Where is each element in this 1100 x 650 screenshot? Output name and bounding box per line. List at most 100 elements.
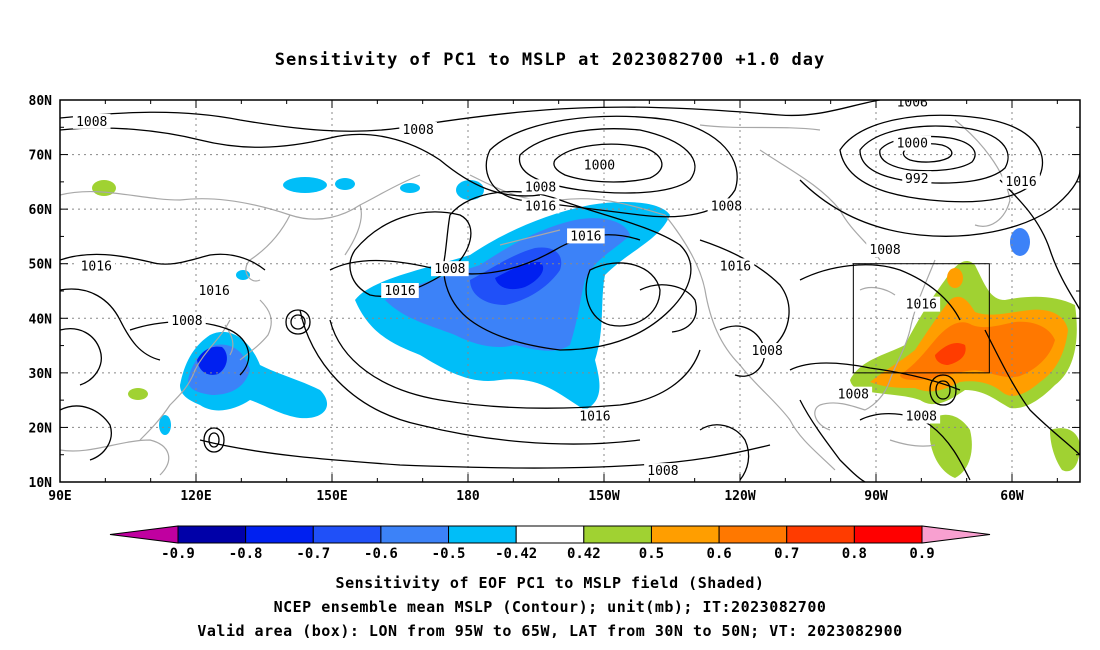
contour-1016-atlantic: [799, 264, 961, 321]
contour-label: 1016: [525, 199, 556, 214]
positive-spot-2: [128, 388, 148, 400]
coast-great-lakes: [859, 286, 896, 296]
contour-1008-arctic: [60, 100, 881, 132]
latitude-labels: 80N 70N 60N 50N 40N 30N 20N 10N: [29, 94, 53, 491]
contour-label: 1016: [579, 410, 610, 425]
contour-1008-scs: [60, 405, 112, 461]
contour-label-bg: [644, 463, 682, 479]
contour-1008-atlantic: [799, 169, 1080, 237]
colorbar-swatch: [583, 525, 652, 544]
contour-label-bg: [580, 157, 619, 173]
coast-gulf: [814, 402, 866, 431]
colorbar-label: -0.8: [229, 546, 263, 562]
contour-label: 1016: [720, 259, 751, 274]
colorbar-swatch: [718, 525, 788, 544]
negative-spot-1: [283, 177, 327, 193]
colorbar-label: 0.7: [774, 546, 799, 562]
contour-label: 1008: [906, 410, 937, 425]
caption-line-3: Valid area (box): LON from 95W to 65W, L…: [197, 622, 903, 640]
contour-1008-hurricane-1: [929, 374, 957, 406]
contour-1016-pacific: [443, 191, 692, 351]
colorbar-label: 0.42: [567, 546, 601, 562]
colorbar-swatch: [448, 525, 517, 544]
coast-caribbean: [889, 439, 936, 447]
contour-label: 1008: [171, 314, 202, 329]
contour-1016-east-atlantic: [984, 329, 1080, 456]
positive-spot-1: [92, 180, 116, 196]
colorbar-label: 0.6: [706, 546, 731, 562]
contour-1016-high-inner: [585, 262, 661, 327]
contour-1016-atlantic-2: [999, 179, 1080, 311]
contour-1016-asia: [60, 253, 266, 271]
contour-label: 1000: [584, 158, 615, 173]
colorbar-label: -0.6: [364, 546, 398, 562]
positive-region-east: [1050, 428, 1080, 472]
lat-label: 40N: [29, 312, 53, 327]
contour-label: 1008: [711, 199, 742, 214]
positive-region-atlantic-peak: [900, 321, 1055, 380]
colorbar-swatch: [245, 525, 314, 544]
colorbar-swatch: [853, 525, 923, 544]
contour-1008-north: [60, 127, 541, 197]
contour-label-bg: [893, 135, 932, 151]
lon-label: 90E: [48, 489, 71, 504]
negative-region-pacific-peak2: [495, 262, 544, 290]
contour-1008-asia-west: [60, 288, 161, 361]
lat-label: 60N: [29, 203, 53, 218]
contour-1008-japan: [129, 321, 250, 376]
contour-label-bg: [707, 198, 746, 214]
lon-label: 120W: [724, 489, 755, 504]
contour-label-bg: [1002, 173, 1040, 189]
colorbar-swatch: [312, 525, 382, 544]
contour-label: 1008: [402, 123, 433, 138]
coast-us-east: [864, 259, 936, 411]
colorbar-swatch: [380, 525, 450, 544]
lon-label: 150E: [316, 489, 347, 504]
positive-region-atlantic-max: [935, 343, 966, 365]
contour-label: 1016: [906, 298, 937, 313]
contour-1016-subtropical: [329, 319, 701, 409]
contour-1008-hurricane-2: [935, 380, 951, 400]
colorbar-label: -0.7: [296, 546, 330, 562]
contour-label-bg: [576, 408, 614, 424]
contour-low-sea-2: [208, 432, 220, 448]
colorbar-swatch: [515, 525, 585, 544]
contour-label-bg: [893, 100, 932, 110]
lat-label: 20N: [29, 421, 53, 436]
negative-spot-6: [236, 270, 250, 280]
figure-title: Sensitivity of PC1 to MSLP at 2023082700…: [274, 50, 826, 70]
caption-line-1: Sensitivity of EOF PC1 to MSLP field (Sh…: [335, 574, 765, 592]
sensitivity-shading: [92, 177, 1080, 478]
contour-labels: 1008 1008 1008 1000 992 1016 1000 1008 1016 1008 1…: [72, 100, 1040, 479]
contour-label-bg: [902, 171, 932, 187]
lon-label: 180: [456, 489, 480, 504]
contour-low-japan-1: [285, 309, 311, 335]
colorbar-low-arrow: [109, 525, 179, 544]
grid-lines: [60, 100, 1080, 482]
contour-label: 992: [905, 172, 928, 187]
colorbar-label: -0.5: [432, 546, 466, 562]
colorbar-swatch: [786, 525, 855, 544]
contour-label: 1016: [81, 259, 112, 274]
colorbar: [109, 525, 991, 544]
contour-label-bg: [168, 313, 206, 329]
colorbar-swatch: [650, 525, 720, 544]
contour-label-bg: [902, 296, 941, 312]
coast-okhotsk: [245, 214, 291, 282]
contour-label-bg: [834, 386, 873, 402]
contour-1008-central: [799, 399, 866, 482]
contour-label-bg: [748, 343, 786, 359]
colorbar-label: 0.9: [909, 546, 934, 562]
contour-1008-south: [199, 439, 771, 469]
colorbar-labels: -0.9 -0.8 -0.7 -0.6 -0.5 -0.42 0.42 0.5 0.6 0.7 0.…: [161, 546, 935, 562]
coast-siberia: [60, 174, 421, 220]
negative-spot-3: [400, 183, 420, 193]
lat-label: 70N: [29, 149, 53, 164]
valid-area-box: [852, 263, 990, 374]
contour-label-bg: [399, 122, 437, 138]
contour-label: 1008: [838, 388, 869, 403]
contour-1016-caribbean: [859, 413, 971, 481]
coast-arctic: [699, 124, 821, 131]
coast-east-asia: [139, 319, 231, 441]
contour-label: 1008: [525, 180, 556, 195]
